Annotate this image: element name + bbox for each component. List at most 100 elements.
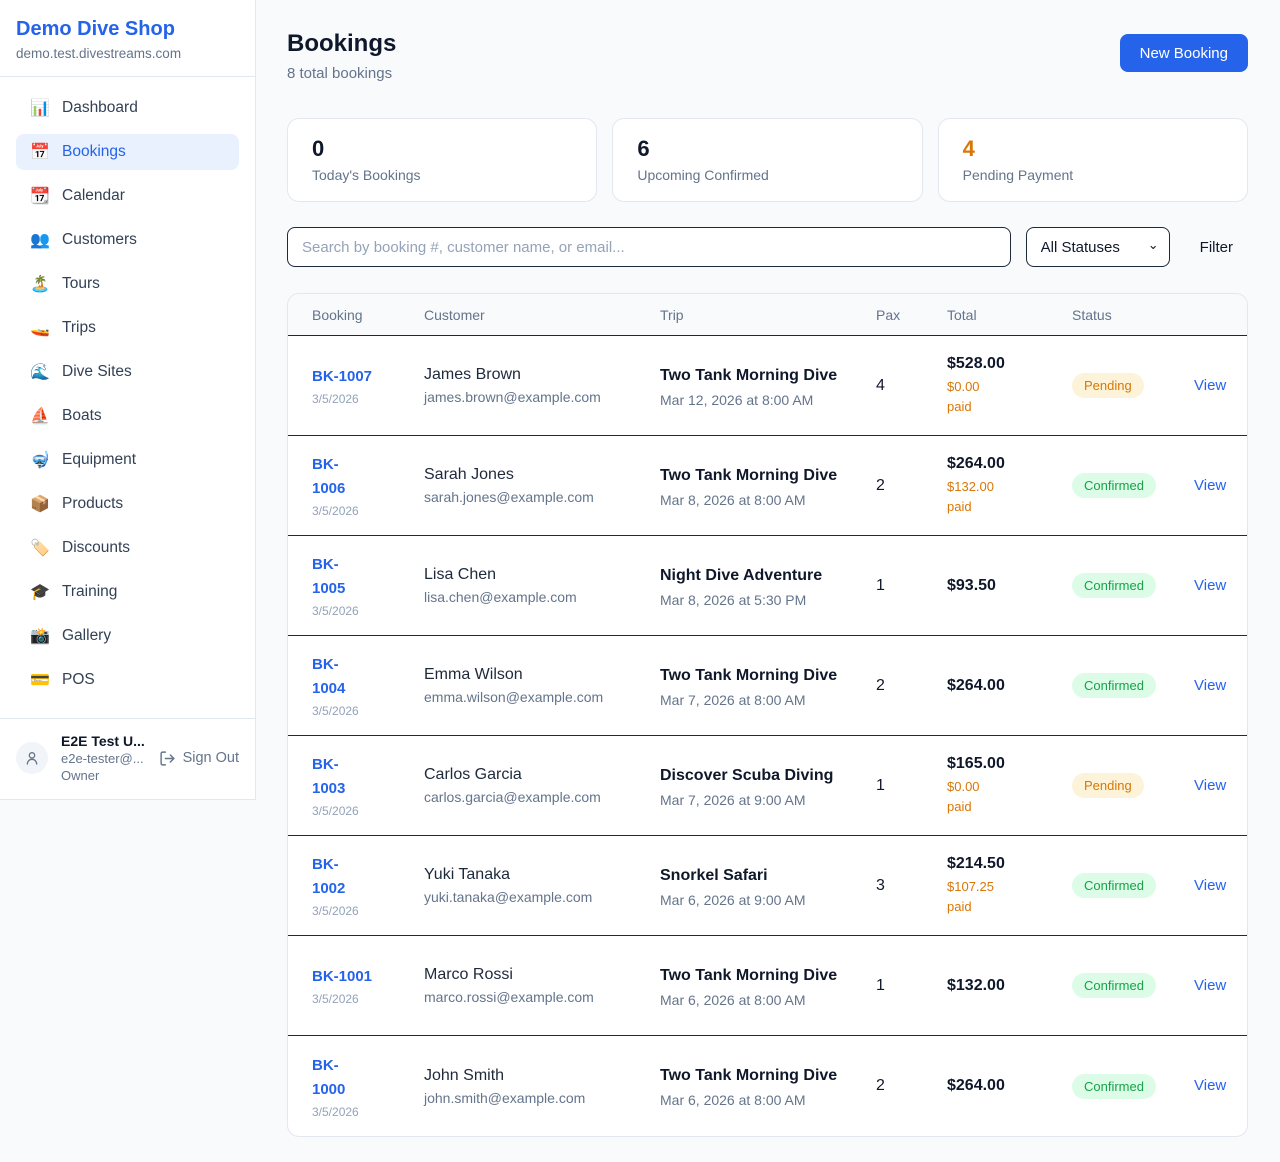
view-link[interactable]: View [1194, 876, 1227, 894]
stat-value: 6 [637, 136, 650, 161]
booking-id-link[interactable]: BK- 1003 [312, 756, 346, 797]
bookings-icon: 📅 [30, 144, 50, 161]
customer-name: John Smith [424, 1066, 505, 1084]
booking-date: 3/5/2026 [312, 992, 359, 1006]
total-amount: $264.00 [947, 1077, 1005, 1094]
sidebar-item[interactable]: 📊 Dashboard [16, 90, 239, 126]
booking-id-link[interactable]: BK-1007 [312, 368, 373, 385]
view-link[interactable]: View [1194, 576, 1227, 594]
booking-id-link[interactable]: BK- 1004 [312, 656, 346, 697]
customer-name: Lisa Chen [424, 566, 497, 583]
sidebar-item[interactable]: 📦 Products [16, 486, 239, 522]
stats-row: 0 Today's Bookings 6 Upcoming Confirmed … [287, 118, 1248, 202]
main-content: Bookings 8 total bookings New Booking 0 … [256, 0, 1280, 1162]
sidebar-item[interactable]: 👥 Customers [16, 222, 239, 258]
sidebar-item[interactable]: 📸 Gallery [16, 618, 239, 654]
booking-date: 3/5/2026 [312, 392, 359, 406]
total-amount: $264.00 [947, 455, 1005, 472]
sidebar-item-label: Customers [62, 231, 137, 248]
tours-icon: 🏝️ [30, 276, 50, 293]
page-subtitle: 8 total bookings [287, 65, 393, 82]
booking-id-link[interactable]: BK-1001 [312, 968, 373, 985]
column-header-booking: Booking [312, 306, 363, 323]
view-link[interactable]: View [1194, 1077, 1227, 1094]
trip-name: Two Tank Morning Dive [660, 966, 838, 984]
column-header-total: Total [947, 306, 977, 323]
customer-email: emma.wilson@example.com [424, 689, 604, 705]
sign-out-button[interactable]: Sign Out [159, 750, 239, 767]
table-row: BK- 1004 3/5/2026 Emma Wilson emma.wilso… [288, 636, 1247, 736]
sidebar-item[interactable]: 💳 POS [16, 662, 239, 698]
sidebar-item[interactable]: 🏝️ Tours [16, 266, 239, 302]
booking-id-link[interactable]: BK- 1005 [312, 556, 346, 597]
sidebar-item[interactable]: 🌊 Dive Sites [16, 354, 239, 390]
new-booking-button[interactable]: New Booking [1119, 34, 1248, 72]
total-amount: $264.00 [947, 676, 1005, 694]
customer-name: Emma Wilson [424, 666, 523, 683]
trip-name: Two Tank Morning Dive [660, 1067, 838, 1084]
pax-count: 3 [876, 876, 885, 894]
status-badge: Pending [1072, 773, 1144, 798]
table-row: BK- 1000 3/5/2026 John Smith john.smith@… [288, 1036, 1247, 1136]
status-badge: Confirmed [1072, 573, 1156, 598]
total-amount: $214.50 [947, 855, 1005, 872]
sidebar-item[interactable]: 📅 Bookings [16, 134, 239, 170]
customer-email: lisa.chen@example.com [424, 589, 577, 605]
view-link[interactable]: View [1194, 376, 1227, 394]
pax-count: 1 [876, 776, 885, 794]
view-link[interactable]: View [1194, 976, 1227, 994]
status-select[interactable]: All Statuses [1025, 227, 1170, 267]
customer-name: Sarah Jones [424, 466, 514, 483]
equipment-icon: 🤿 [30, 452, 50, 469]
booking-id-link[interactable]: BK- 1000 [312, 1056, 346, 1098]
sidebar-item[interactable]: 🚤 Trips [16, 310, 239, 346]
stat-card: 6 Upcoming Confirmed [612, 118, 923, 202]
sidebar-item-label: Bookings [62, 143, 126, 160]
brand-name: Demo Dive Shop [16, 18, 175, 40]
user-info: E2E Test U... e2e-tester@... Owner [61, 733, 159, 783]
filter-button[interactable]: Filter [1200, 239, 1248, 256]
page-title: Bookings [287, 30, 397, 57]
sidebar-item[interactable]: 🏷️ Discounts [16, 530, 239, 566]
table-row: BK-1007 3/5/2026 James Brown james.brown… [288, 336, 1247, 436]
amount-paid: $0.00 paid [947, 379, 980, 414]
customer-email: marco.rossi@example.com [424, 989, 594, 1005]
column-header-status: Status [1072, 306, 1112, 323]
user-section: E2E Test U... e2e-tester@... Owner Sign … [0, 718, 255, 799]
sidebar-item[interactable]: 🎓 Training [16, 574, 239, 610]
booking-date: 3/5/2026 [312, 804, 359, 818]
sidebar-item-label: Equipment [62, 451, 137, 468]
sidebar-item[interactable]: ⛵ Boats [16, 398, 239, 434]
amount-paid: $132.00 paid [947, 479, 994, 514]
stat-value: 0 [312, 136, 325, 161]
booking-id-link[interactable]: BK- 1006 [312, 456, 346, 497]
total-amount: $528.00 [947, 355, 1005, 372]
sidebar-item[interactable]: 📆 Calendar [16, 178, 239, 214]
booking-date: 3/5/2026 [312, 704, 359, 718]
sign-out-label: Sign Out [182, 750, 239, 766]
sidebar-item[interactable]: 🤿 Equipment [16, 442, 239, 478]
trip-datetime: Mar 6, 2026 at 9:00 AM [660, 891, 806, 908]
column-header-customer: Customer [424, 306, 485, 323]
view-link[interactable]: View [1194, 476, 1227, 494]
pax-count: 4 [876, 376, 885, 394]
trip-name: Night Dive Adventure [660, 566, 823, 584]
customers-icon: 👥 [30, 232, 50, 249]
view-link[interactable]: View [1194, 776, 1227, 794]
booking-id-link[interactable]: BK- 1002 [312, 856, 346, 897]
booking-date: 3/5/2026 [312, 504, 359, 518]
stat-card: 4 Pending Payment [937, 118, 1248, 202]
total-amount: $93.50 [947, 576, 996, 594]
table-row: BK-1001 3/5/2026 Marco Rossi marco.rossi… [288, 936, 1247, 1036]
sidebar-item-label: Training [62, 583, 118, 600]
sign-out-icon [159, 750, 175, 766]
search-input[interactable] [287, 227, 1011, 267]
trip-name: Snorkel Safari [660, 866, 768, 884]
total-amount: $165.00 [947, 755, 1005, 772]
user-icon [26, 752, 38, 765]
stat-label: Today's Bookings [312, 167, 421, 183]
filter-bar: All Statuses ⌄ Filter [287, 227, 1248, 267]
trip-name: Two Tank Morning Dive [660, 366, 838, 384]
training-icon: 🎓 [30, 584, 50, 601]
view-link[interactable]: View [1194, 676, 1227, 694]
